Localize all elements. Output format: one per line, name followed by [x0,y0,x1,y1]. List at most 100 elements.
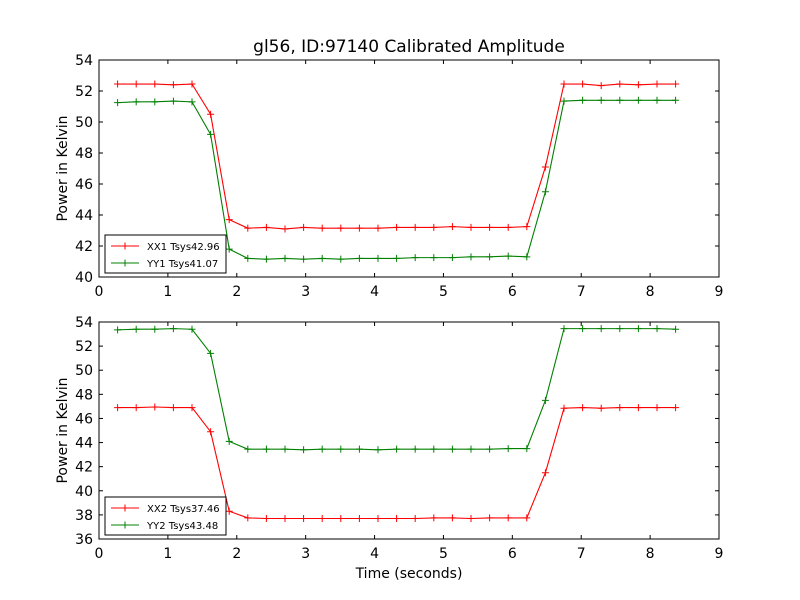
panel-2-x-tick-label: 7 [577,546,586,562]
panel-1-series-2-point [560,97,568,105]
panel-2-series-2-point [597,325,605,333]
panel-2-x-tick-label: 6 [508,546,517,562]
panel-2-series-1-point [653,404,661,412]
panel-1-series-1-point [262,223,270,231]
panel-2-y-tick-label: 46 [75,411,93,427]
panel-1-series-2-point [132,98,140,106]
panel-2-series-2-point [504,445,512,453]
panel-2-series-2-point [486,445,494,453]
panel-2-y-tick-label: 44 [75,436,93,452]
panel-1-series-1-point [486,223,494,231]
panel-2-series-1-point [430,514,438,522]
panel-2-series-2-point [411,445,419,453]
panel-2-series-1-point [151,403,159,411]
panel-1-series-1-point [430,223,438,231]
panel-2-series-2-point [523,445,531,453]
panel-2-x-tick-label: 0 [95,546,104,562]
panel-1-series-1-point [337,224,345,232]
panel-2-series-1-point [169,404,177,412]
panel-1-legend-label-2: YY1 Tsys41.07 [146,259,218,270]
panel-2-series-1-point [448,514,456,522]
panel-2-series-1-point [486,514,494,522]
panel-2-series-1-point [132,404,140,412]
panel-2-y-tick-label: 50 [75,363,93,379]
panel-2-x-tick-label: 8 [646,546,655,562]
panel-2-x-tick-label: 2 [232,546,241,562]
panel-2-series-2-point [169,325,177,333]
panel-1-y-axis-label: Power in Kelvin [55,115,71,221]
panel-2-series-1-point [616,404,624,412]
panel-2-x-tick-label: 4 [370,546,379,562]
panel-1-series-1-point [448,223,456,231]
panel-2-series-1-point [634,404,642,412]
panel-1-series-1-point [597,82,605,90]
panel-1-series-2-point [634,96,642,104]
panel-1-series-1-point [560,80,568,88]
panel-1-legend-box [104,234,227,274]
panel-2-series-2-point [262,445,270,453]
panel-1-series-2-point [486,253,494,261]
panel-2-y-tick-label: 54 [75,315,93,331]
panel-2-series-2-point [634,325,642,333]
panel-1-series-2-point [374,254,382,262]
panel-2-series-2-point [467,445,475,453]
panel-2-legend-label-2: YY2 Tsys43.48 [146,521,218,532]
panel-1-x-tick-label: 5 [439,284,448,300]
panel-1-series-2-point [337,255,345,263]
panel-2-axes-frame [98,321,720,540]
panel-2-y-tick-label: 48 [75,387,93,403]
panel-2-series-1-point [244,514,252,522]
panel-2-y-tick-label: 36 [75,532,93,548]
panel-1-y-tick-label: 48 [75,146,93,162]
panel-1-series-2-point [207,130,215,138]
panel-1-series-2-point [430,254,438,262]
panel-1-series-1-point [579,80,587,88]
panel-1-y-tick-label: 42 [75,239,93,255]
panel-1-series-2-point [541,188,549,196]
panel-2-series-2-point [541,396,549,404]
panel-1-legend-label-1: XX1 Tsys42.96 [147,242,220,253]
panel-2-x-tick-label: 9 [715,546,724,562]
panel-2-series-1-point [541,469,549,477]
panel-2-series-2-point [300,446,308,454]
panel-2-series-1-point [281,515,289,523]
panel-2-series-2-point [132,325,140,333]
x-axis-label: Time (seconds) [355,566,463,582]
panel-2-series-2-point [393,445,401,453]
panel-1-series-2-point [523,253,531,261]
panel-1-series-1-point [523,223,531,231]
panel-2-series-1-point [225,507,233,515]
panel-2-series-1-point [318,515,326,523]
panel-2-y-tick-label: 52 [75,339,93,355]
panel-1-series-1-point [151,80,159,88]
panel-1-series-2-point [281,254,289,262]
panel-2-series-2-point [318,445,326,453]
panel-1-series-2-point [169,97,177,105]
panel-2-series-1-point [597,404,605,412]
panel-2-series-2-point [225,437,233,445]
panel-1-series-2-point [579,96,587,104]
chart-title: gl56, ID:97140 Calibrated Amplitude [253,37,565,57]
panel-1-series-1-point [207,110,215,118]
panel-1-legend-marker-1 [121,242,129,250]
panel-1-series-1-point [393,223,401,231]
panel-1-series-1-point [114,80,122,88]
panel-1-series-2-point [300,255,308,263]
panel-2-y-tick-label: 40 [75,484,93,500]
panel-1-series-2-point [467,253,475,261]
panel-1-series-1-point [616,80,624,88]
panel-1-series-1-point [225,216,233,224]
panel-2-series-1-point [355,515,363,523]
panel-1-series-1-point [411,223,419,231]
panel-1-y-tick-label: 50 [75,115,93,131]
panel-1-series-2-point [355,254,363,262]
panel-2-series-1-point [262,515,270,523]
panel-2-y-tick-label: 42 [75,460,93,476]
panel-1-series-2-point [114,99,122,107]
panel-1-y-tick-label: 46 [75,177,93,193]
panel-1-series-2-point [225,245,233,253]
panel-1-series-1-point [169,81,177,89]
panel-2-series-1-point [411,515,419,523]
panel-1-series-2-point [244,254,252,262]
panel-2-series-2-point [151,325,159,333]
